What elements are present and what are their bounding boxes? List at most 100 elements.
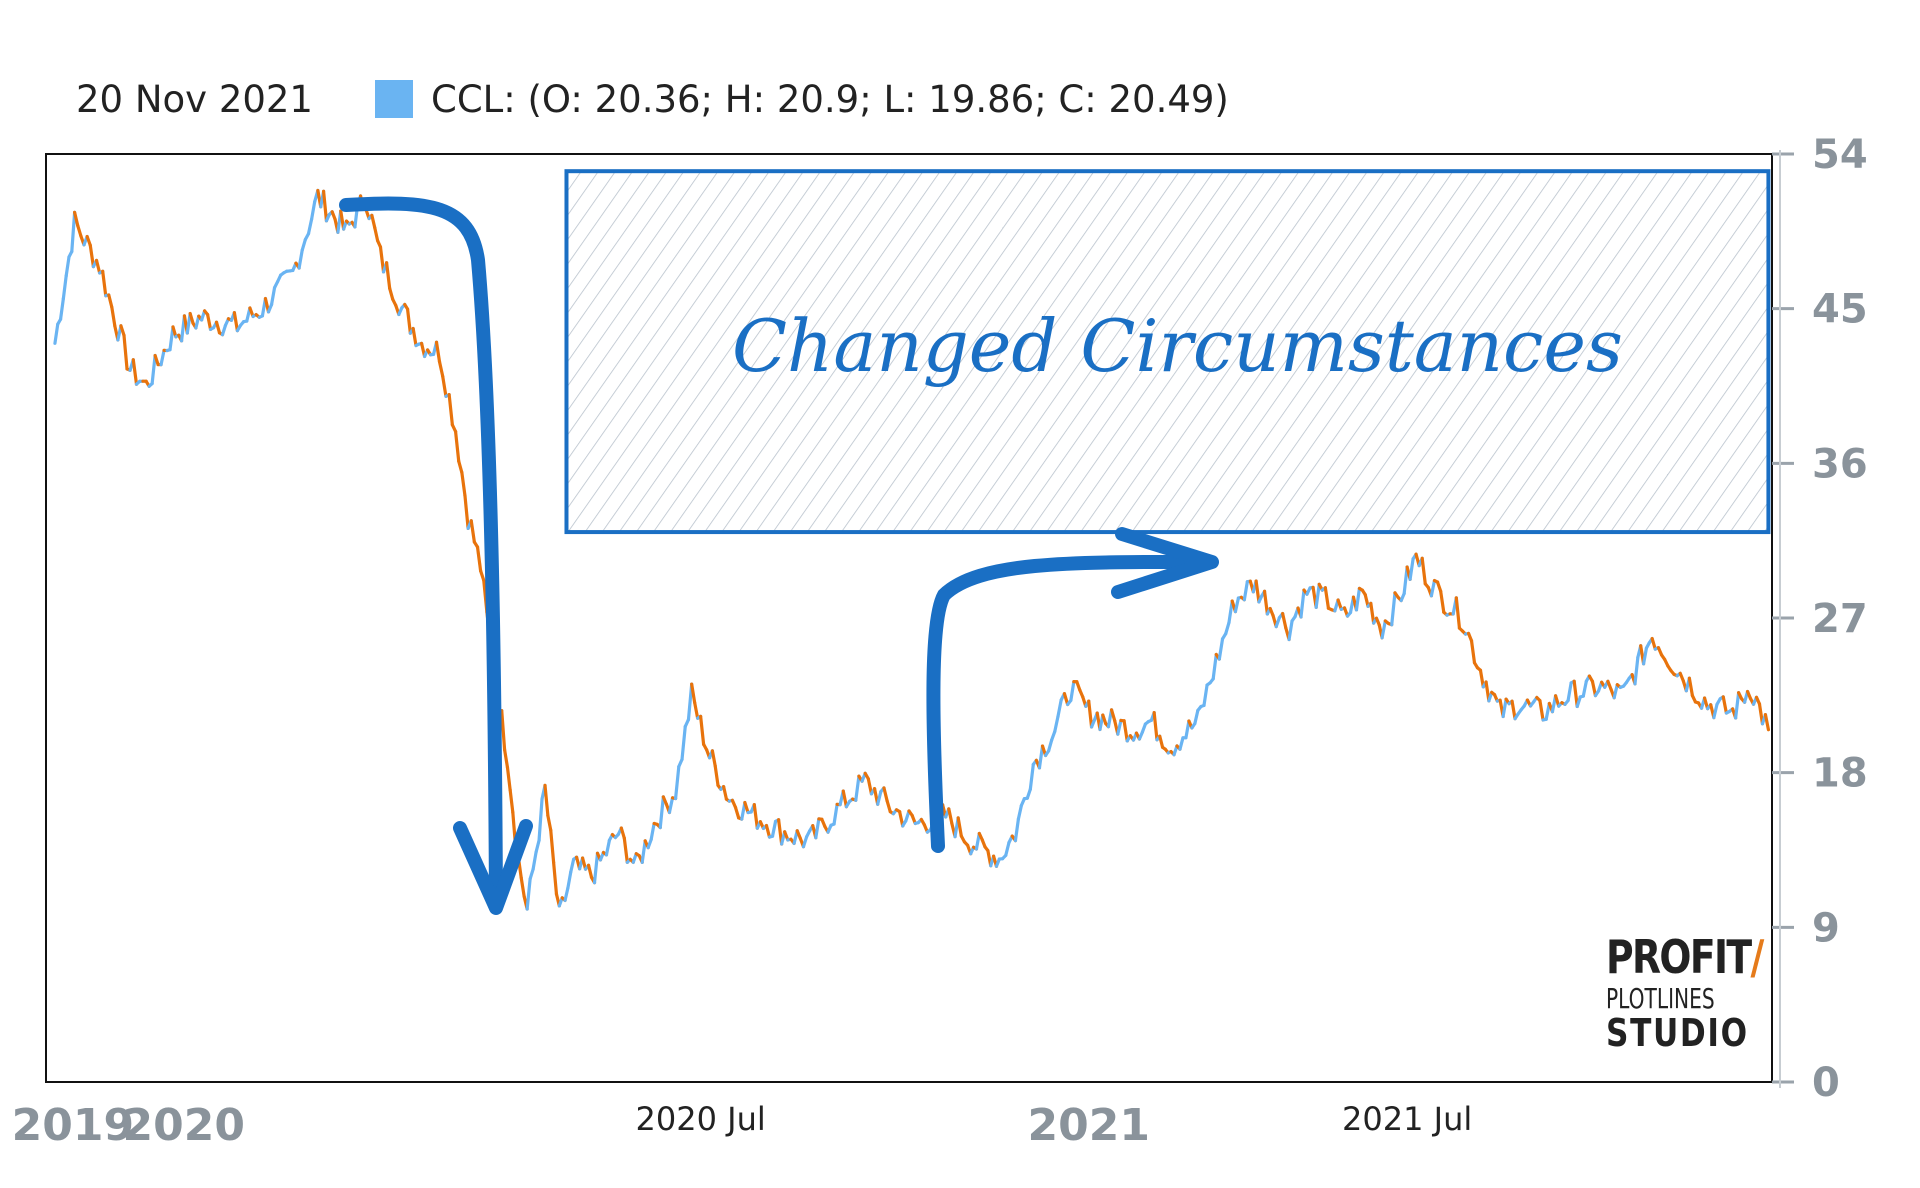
down-arrow-head <box>453 819 533 915</box>
price-segment <box>460 470 467 498</box>
price-segment <box>699 714 706 746</box>
price-segment <box>508 788 515 815</box>
price-segment <box>457 459 464 475</box>
price-segment <box>1254 579 1261 604</box>
price-segment <box>61 274 68 301</box>
price-segment <box>373 226 380 243</box>
price-segment <box>722 784 729 801</box>
price-segment <box>622 836 629 864</box>
price-segment <box>1650 636 1657 651</box>
price-segment <box>898 810 905 828</box>
price-segment <box>832 802 839 826</box>
price-segment <box>378 245 386 274</box>
y-tick-label: 54 <box>1812 132 1868 178</box>
logo: PROFIT/ PLOTLINES STUDIO <box>1606 934 1764 1064</box>
price-segment <box>306 217 314 236</box>
x-tick-label: 2019 <box>12 1100 134 1151</box>
price-segment <box>1572 679 1579 709</box>
price-segment <box>1390 591 1397 627</box>
up-arrow-head <box>1111 527 1219 599</box>
price-segment <box>528 867 535 881</box>
y-tick-label: 36 <box>1812 441 1868 487</box>
price-segment <box>1047 738 1054 753</box>
price-segment <box>1016 803 1023 821</box>
price-segment <box>549 828 556 864</box>
price-segment <box>525 877 532 911</box>
annotation-text: Changed Circumstances <box>732 304 1623 388</box>
price-segment <box>1408 557 1415 581</box>
price-segment <box>956 816 963 838</box>
price-segment <box>667 796 675 815</box>
price-segment <box>453 430 461 463</box>
price-segment <box>1158 734 1165 749</box>
price-segment <box>479 569 486 582</box>
price-segment <box>693 701 700 720</box>
price-segment <box>122 333 129 371</box>
y-tick-label: 27 <box>1812 596 1868 642</box>
price-segment <box>1435 580 1443 593</box>
legend-series-label: CCL: (O: 20.36; H: 20.9; L: 19.86; C: 20… <box>430 77 1229 121</box>
price-segment <box>1299 588 1306 619</box>
price-segment <box>1439 589 1446 614</box>
price-segment <box>546 814 553 832</box>
x-tick-label: 2021 <box>1028 1100 1150 1151</box>
price-segment <box>1763 713 1771 732</box>
price-segment <box>882 786 889 803</box>
price-segment <box>385 261 392 290</box>
price-segment <box>1053 714 1060 734</box>
price-segment <box>1281 611 1288 630</box>
price-segment <box>1262 589 1269 616</box>
legend-date: 20 Nov 2021 <box>76 77 313 121</box>
y-tick-label: 0 <box>1812 1060 1840 1106</box>
price-segment <box>434 340 442 364</box>
price-segment <box>563 886 570 903</box>
price-segment <box>1454 596 1462 630</box>
price-segment <box>947 807 954 826</box>
price-segment <box>437 360 445 378</box>
price-segment <box>64 255 71 278</box>
price-segment <box>1420 556 1427 586</box>
price-series <box>53 188 1771 911</box>
price-segment <box>1612 683 1619 700</box>
price-segment <box>866 777 874 796</box>
price-segment <box>1013 817 1021 843</box>
price-segment <box>1538 699 1545 722</box>
price-segment <box>885 799 892 814</box>
price-segment <box>1004 840 1011 857</box>
price-segment <box>1323 586 1331 610</box>
price-segment <box>876 790 883 806</box>
price-segment <box>1233 596 1241 614</box>
price-segment <box>1429 578 1437 598</box>
price-segment <box>88 243 95 269</box>
price-segment <box>321 189 329 223</box>
price-segment <box>310 199 317 221</box>
price-segment <box>171 325 178 339</box>
price-segment <box>1566 681 1573 703</box>
price-segment <box>107 293 114 309</box>
price-segment <box>469 519 476 544</box>
price-segment <box>752 803 759 830</box>
price-segment <box>1178 736 1185 751</box>
price-segment <box>569 857 576 874</box>
price-segment <box>1116 718 1123 736</box>
price-segment <box>1211 652 1218 681</box>
price-segment <box>1633 655 1640 686</box>
price-segment <box>534 838 541 854</box>
price-segment <box>619 826 626 840</box>
price-segment <box>1242 580 1249 602</box>
price-segment <box>1712 702 1719 720</box>
price-segment <box>1687 676 1695 698</box>
price-segment <box>405 307 412 335</box>
y-tick-label: 45 <box>1812 287 1868 333</box>
price-segment <box>232 311 239 333</box>
price-segment <box>592 851 600 885</box>
price-segment <box>854 774 861 802</box>
price-segment <box>673 765 681 801</box>
price-segment <box>502 748 510 769</box>
price-segment <box>1202 683 1209 707</box>
price-segment <box>1581 679 1588 698</box>
price-segment <box>1590 679 1598 698</box>
price-segment <box>1122 719 1129 743</box>
price-segment <box>1575 695 1582 709</box>
